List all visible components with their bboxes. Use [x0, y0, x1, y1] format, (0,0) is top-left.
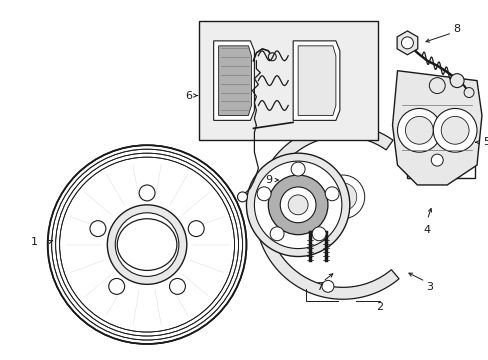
Circle shape: [257, 187, 270, 201]
Text: 7: 7: [316, 282, 323, 292]
Circle shape: [328, 183, 356, 211]
Ellipse shape: [421, 136, 456, 164]
Circle shape: [254, 161, 341, 248]
Circle shape: [430, 154, 442, 166]
Circle shape: [237, 192, 247, 202]
Text: 9: 9: [264, 175, 271, 185]
Bar: [407, 107, 474, 178]
Circle shape: [397, 108, 440, 152]
Circle shape: [290, 162, 305, 176]
Polygon shape: [255, 124, 398, 299]
Circle shape: [127, 225, 166, 265]
Circle shape: [268, 175, 327, 235]
Circle shape: [287, 195, 307, 215]
Circle shape: [455, 116, 465, 125]
Circle shape: [419, 116, 425, 122]
Circle shape: [188, 221, 204, 237]
Ellipse shape: [117, 219, 177, 270]
Circle shape: [320, 175, 364, 219]
Polygon shape: [293, 41, 339, 120]
Circle shape: [451, 112, 469, 129]
Circle shape: [107, 205, 186, 284]
Text: 4: 4: [423, 225, 430, 235]
Polygon shape: [213, 41, 254, 120]
Circle shape: [90, 221, 106, 237]
Text: 5: 5: [483, 137, 488, 147]
Circle shape: [169, 278, 185, 294]
Circle shape: [52, 149, 242, 340]
Text: 8: 8: [453, 24, 460, 34]
Circle shape: [246, 153, 349, 257]
Circle shape: [321, 280, 333, 292]
Bar: [414, 113, 428, 125]
Circle shape: [401, 37, 412, 49]
Circle shape: [108, 278, 124, 294]
Ellipse shape: [413, 130, 463, 170]
Circle shape: [432, 108, 476, 152]
Circle shape: [268, 53, 276, 61]
Circle shape: [139, 185, 155, 201]
Text: 1: 1: [31, 237, 38, 247]
Circle shape: [280, 187, 315, 223]
Bar: [198, 21, 377, 140]
Circle shape: [56, 153, 238, 336]
Circle shape: [51, 148, 243, 341]
Circle shape: [62, 160, 231, 329]
Circle shape: [325, 187, 338, 201]
Polygon shape: [218, 46, 251, 116]
Circle shape: [115, 213, 179, 276]
Circle shape: [311, 227, 325, 241]
Text: 2: 2: [375, 302, 383, 312]
Circle shape: [405, 116, 432, 144]
Polygon shape: [392, 71, 481, 185]
Text: 6: 6: [185, 90, 192, 100]
Circle shape: [428, 78, 444, 94]
Circle shape: [269, 227, 284, 241]
Text: 3: 3: [425, 282, 432, 292]
Polygon shape: [396, 31, 417, 55]
Circle shape: [440, 116, 468, 144]
Polygon shape: [298, 46, 335, 116]
Circle shape: [449, 74, 463, 87]
Circle shape: [48, 145, 246, 344]
Circle shape: [463, 87, 473, 98]
Circle shape: [60, 157, 234, 332]
